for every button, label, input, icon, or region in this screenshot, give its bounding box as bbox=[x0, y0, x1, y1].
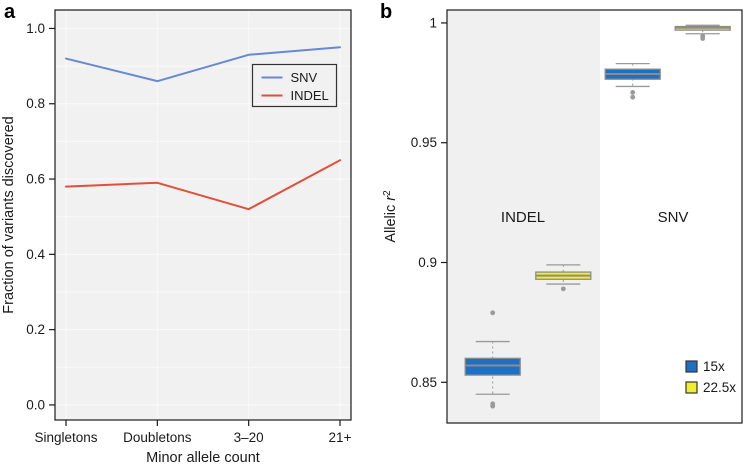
box-snv-15x-outlier bbox=[630, 90, 636, 95]
legend-indel-label: INDEL bbox=[291, 88, 329, 103]
box-indel-22_5x-outlier bbox=[560, 286, 566, 292]
box-indel-15x-outlier bbox=[490, 403, 496, 409]
y-tick-label: 0.85 bbox=[411, 375, 437, 390]
y-axis-title: Allelic r2 bbox=[382, 190, 399, 243]
y-tick-label: 0.4 bbox=[26, 247, 45, 262]
legend-snv-label: SNV bbox=[291, 70, 318, 85]
group-label-indel: INDEL bbox=[501, 209, 545, 226]
indel-shaded-band bbox=[447, 10, 600, 423]
legend-swatch-22_5x bbox=[685, 381, 698, 394]
y-axis-title: Fraction of variants discovered bbox=[1, 116, 17, 313]
panel-a-label: a bbox=[4, 1, 16, 23]
x-tick-label: 3–20 bbox=[234, 430, 264, 445]
y-tick-label: 0.6 bbox=[26, 172, 45, 187]
indel-line bbox=[65, 159, 341, 211]
legend-label-15x: 15x bbox=[703, 359, 725, 374]
y-tick-label: 0.8 bbox=[26, 96, 45, 111]
panel-b-label: b bbox=[380, 1, 393, 23]
box-indel-15x bbox=[464, 357, 521, 376]
legend-swatch-15x bbox=[685, 360, 698, 373]
x-tick-label: 21+ bbox=[329, 430, 352, 445]
x-tick-label: Doubletons bbox=[123, 430, 192, 445]
plot-background bbox=[55, 10, 351, 420]
legend-label-22_5x: 22.5x bbox=[703, 380, 736, 395]
y-tick-label: 0.0 bbox=[26, 397, 45, 412]
y-tick-label: 0.9 bbox=[418, 255, 437, 270]
y-tick-label: 1.0 bbox=[26, 21, 45, 36]
snv-line bbox=[65, 46, 341, 83]
box-indel-15x-outlier bbox=[490, 310, 496, 316]
plot-border bbox=[54, 9, 352, 421]
box-snv-15x-outlier bbox=[630, 94, 636, 100]
x-axis-title: Minor allele count bbox=[146, 450, 260, 466]
plot-border bbox=[446, 9, 743, 424]
y-tick-label: 0.2 bbox=[26, 322, 45, 337]
x-tick-label: Singletons bbox=[34, 430, 97, 445]
box-snv-22_5x-outlier bbox=[700, 36, 706, 41]
panel-b-boxplot-chart: INDEL SNV 0.85 0.9 0.95 1 Allelic r2 15x 22.5x bbox=[382, 9, 743, 424]
y-tick-label: 1 bbox=[429, 15, 437, 30]
y-tick-label: 0.95 bbox=[411, 135, 437, 150]
legend-box bbox=[251, 63, 338, 108]
group-label-snv: SNV bbox=[658, 209, 689, 226]
panel-a-line-chart: 0.0 0.2 0.4 0.6 0.8 1.0 Singletons Doubletons 3–… bbox=[1, 9, 352, 466]
